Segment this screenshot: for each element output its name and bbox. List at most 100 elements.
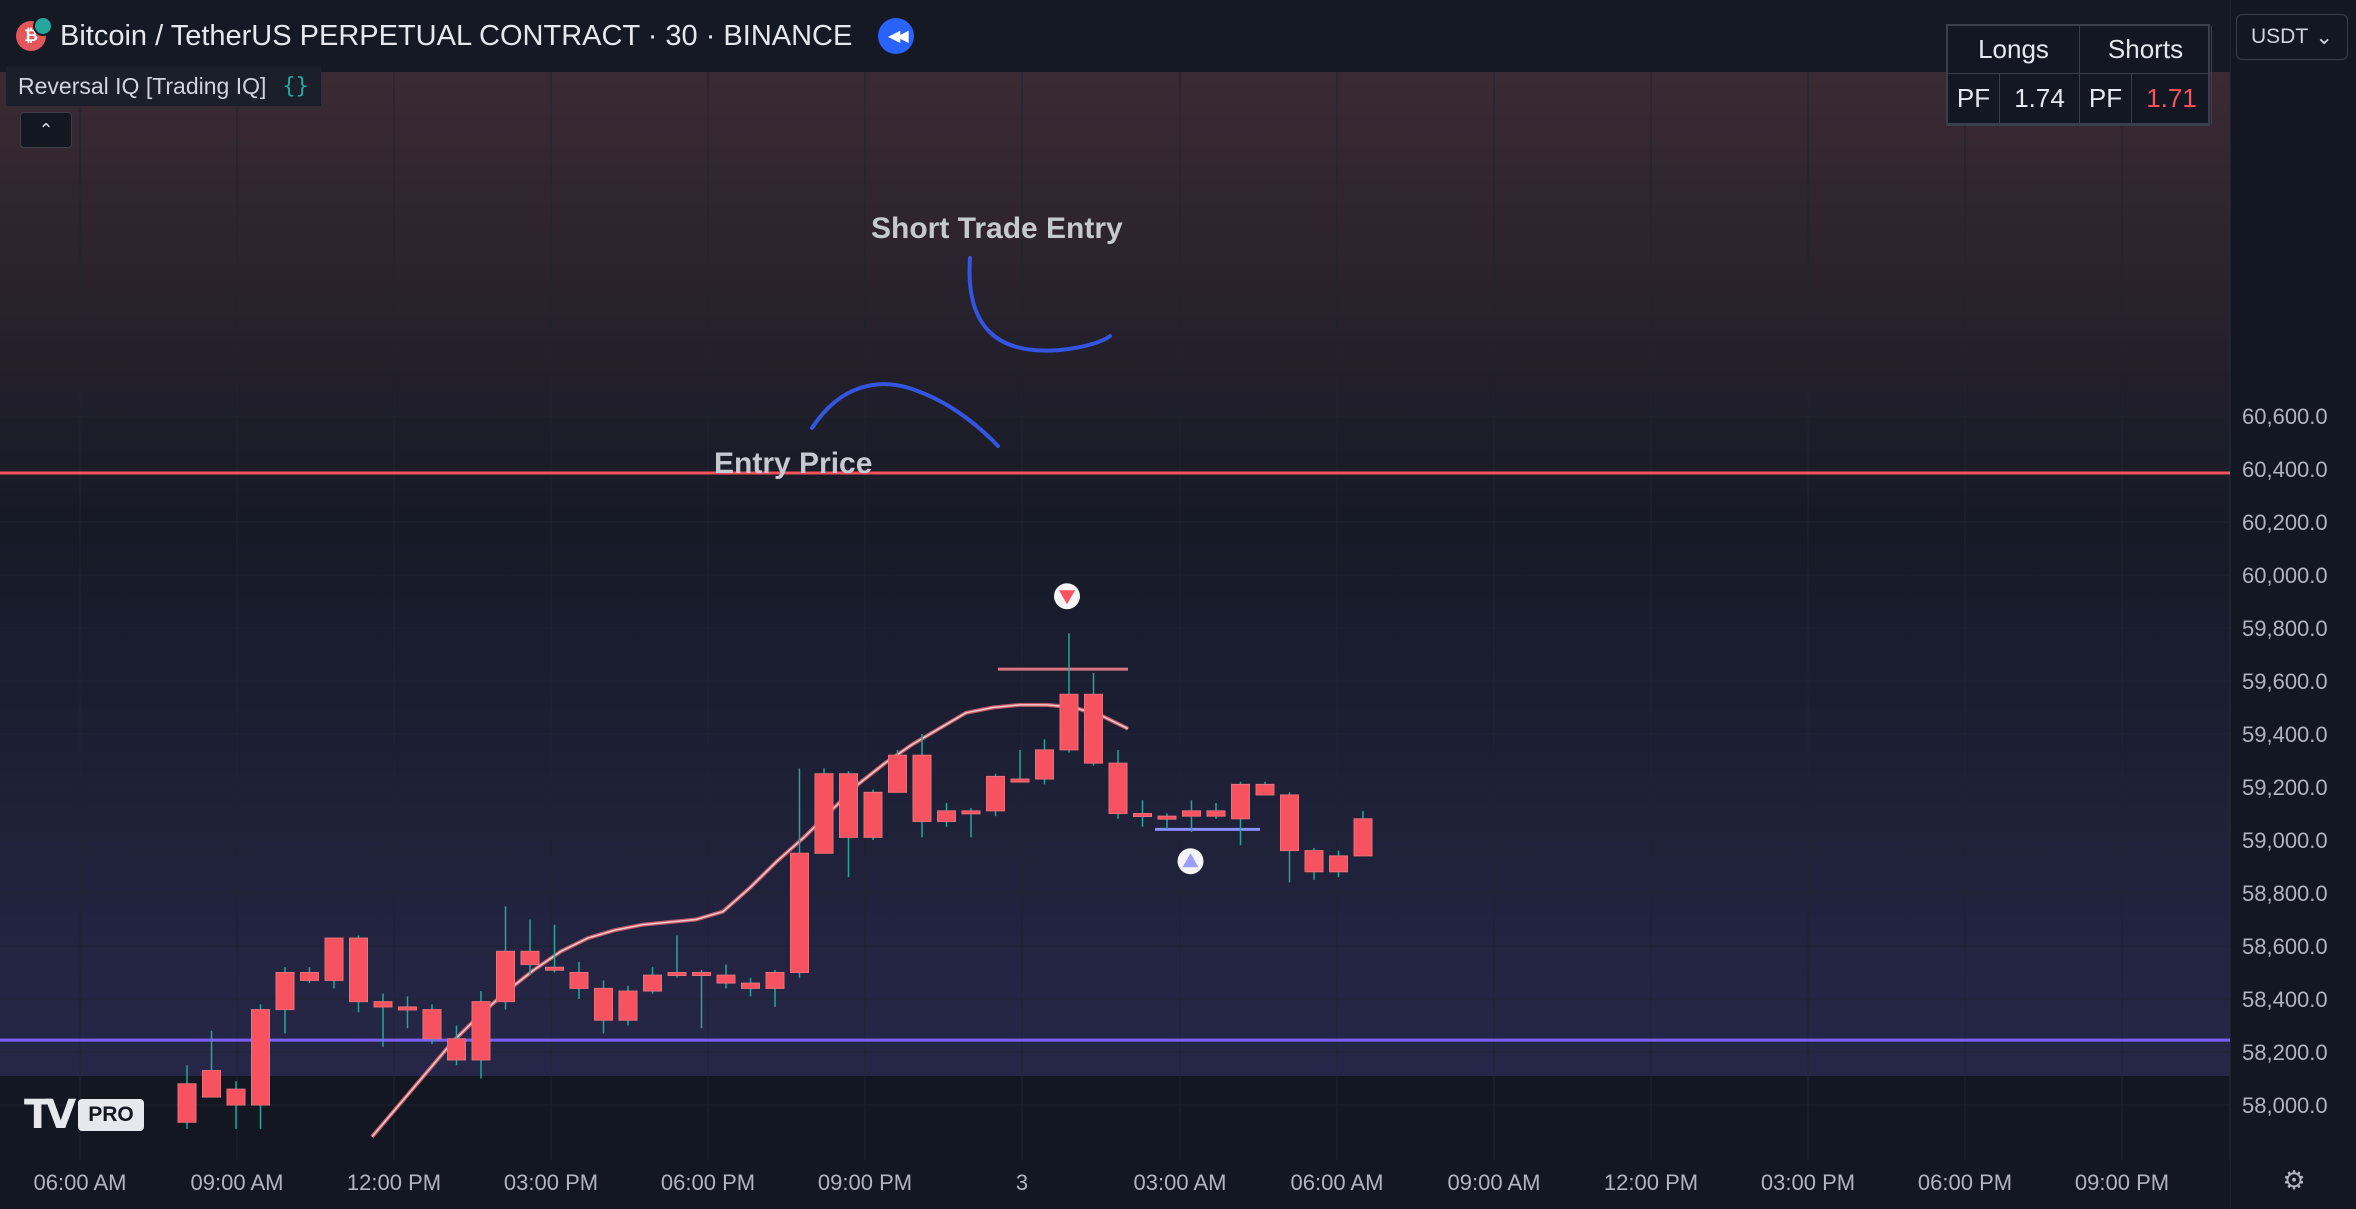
gear-icon[interactable]: ⚙ <box>2282 1164 2306 1195</box>
candle-body <box>1035 749 1054 780</box>
time-tick-label: 09:00 AM <box>1448 1170 1541 1195</box>
candle-body <box>300 972 319 981</box>
candle-body <box>1231 783 1250 820</box>
candle-body <box>1084 693 1103 764</box>
candle-body <box>251 1009 270 1106</box>
price-tick-label: 60,200.0 <box>2242 510 2328 535</box>
candle-body <box>545 966 564 971</box>
candle-body <box>839 773 858 838</box>
candle-body <box>790 852 809 973</box>
price-tick-label: 59,400.0 <box>2242 722 2328 747</box>
candle-body <box>1182 810 1201 817</box>
candle-body <box>594 987 613 1021</box>
price-tick-label: 58,400.0 <box>2242 987 2328 1012</box>
candle-body <box>373 1001 393 1008</box>
candle-body <box>667 972 687 976</box>
candle-body <box>1108 762 1128 815</box>
candle-body <box>888 754 907 793</box>
chevron-up-icon: ⌃ <box>38 119 54 140</box>
chart-header: ₿ Bitcoin / TetherUS PERPETUAL CONTRACT … <box>0 0 2230 72</box>
indicator-name[interactable]: Reversal IQ [Trading IQ] <box>18 72 267 99</box>
candle-body <box>986 775 1005 812</box>
candle-body <box>1329 855 1348 873</box>
candle-body <box>202 1070 221 1098</box>
candle-body <box>814 773 834 854</box>
entry-price-label: Entry Price <box>714 447 873 480</box>
price-tick-label: 58,000.0 <box>2242 1093 2328 1118</box>
time-tick-label: 06:00 AM <box>1291 1170 1384 1195</box>
candle-body <box>618 990 638 1021</box>
indicator-legend[interactable]: Reversal IQ [Trading IQ] {} <box>6 66 321 106</box>
chevron-down-icon: ⌄ <box>2315 25 2333 49</box>
candle-body <box>692 972 711 976</box>
candle-body <box>643 974 662 992</box>
candle-body <box>937 810 956 822</box>
longs-header: Longs <box>1948 26 2080 74</box>
symbol-title[interactable]: Bitcoin / TetherUS PERPETUAL CONTRACT · … <box>60 19 853 52</box>
time-tick-label: 06:00 PM <box>661 1170 755 1195</box>
entry-price-arrow-stroke <box>810 382 1000 448</box>
candle-body <box>1304 850 1324 873</box>
candle-body <box>569 972 589 989</box>
long-signal-triangle <box>1182 853 1199 868</box>
tether-icon <box>33 16 53 36</box>
short-trade-entry-label: Short Trade Entry <box>871 212 1123 245</box>
price-axis <box>2230 0 2356 1209</box>
price-tick-label: 60,600.0 <box>2242 404 2328 429</box>
price-tick-label: 59,200.0 <box>2242 775 2328 800</box>
candle-body <box>447 1038 466 1061</box>
shorts-pf-label: PF <box>2080 74 2132 124</box>
candle-body <box>398 1006 417 1011</box>
time-tick-label: 03:00 PM <box>504 1170 598 1195</box>
shorts-pf-value: 1.71 <box>2132 74 2212 124</box>
time-tick-label: 03:00 AM <box>1134 1170 1227 1195</box>
candle-body <box>177 1083 197 1123</box>
candle-body <box>961 810 981 815</box>
time-tick-label: 09:00 AM <box>191 1170 284 1195</box>
candle-body <box>741 982 760 989</box>
candle-body <box>471 1001 491 1061</box>
collapse-legend-button[interactable]: ⌃ <box>20 112 72 148</box>
longs-pf-value: 1.74 <box>2000 74 2080 124</box>
time-tick-label: 09:00 PM <box>2075 1170 2169 1195</box>
bitcoin-icon: ₿ <box>16 16 53 51</box>
rewind-icon[interactable]: ◀◀ <box>878 18 915 54</box>
time-tick-label: 09:00 PM <box>818 1170 912 1195</box>
candle-body <box>1133 813 1152 817</box>
candle-body <box>349 937 368 1003</box>
candle-body <box>1206 810 1226 817</box>
candle-body <box>496 950 515 1003</box>
tradingview-logo[interactable]: TV PRO <box>24 1092 144 1138</box>
candle-body <box>1157 815 1177 820</box>
candle-body <box>275 972 295 1011</box>
longs-pf-label: PF <box>1948 74 2000 124</box>
shorts-header: Shorts <box>2080 26 2212 74</box>
price-tick-label: 58,800.0 <box>2242 881 2328 906</box>
currency-label: USDT <box>2251 25 2309 48</box>
price-tick-label: 58,600.0 <box>2242 934 2328 959</box>
currency-selector[interactable]: USDT ⌄ <box>2236 14 2348 60</box>
time-tick-label: 03:00 PM <box>1761 1170 1855 1195</box>
price-tick-label: 59,600.0 <box>2242 669 2328 694</box>
time-tick-label: 06:00 PM <box>1918 1170 2012 1195</box>
price-tick-label: 59,800.0 <box>2242 616 2328 641</box>
candle-body <box>1280 794 1299 852</box>
tradingview-mark: TV <box>24 1092 76 1138</box>
price-tick-label: 58,200.0 <box>2242 1040 2328 1065</box>
price-tick-label: 60,400.0 <box>2242 457 2328 482</box>
source-code-icon[interactable]: {} <box>282 73 309 99</box>
price-tick-label: 60,000.0 <box>2242 563 2328 588</box>
candle-body <box>716 974 736 984</box>
candle-body <box>912 754 932 822</box>
candle-body <box>226 1088 246 1106</box>
pro-badge: PRO <box>78 1099 144 1131</box>
candle-body <box>422 1009 442 1040</box>
candle-body <box>863 791 883 838</box>
candle-body <box>1353 818 1373 857</box>
short-entry-arrow-stroke <box>967 256 1112 353</box>
candle-body <box>1010 778 1030 783</box>
time-tick-label: 3 <box>1016 1170 1028 1195</box>
candle-body <box>1255 783 1275 796</box>
time-axis <box>0 1160 2230 1209</box>
